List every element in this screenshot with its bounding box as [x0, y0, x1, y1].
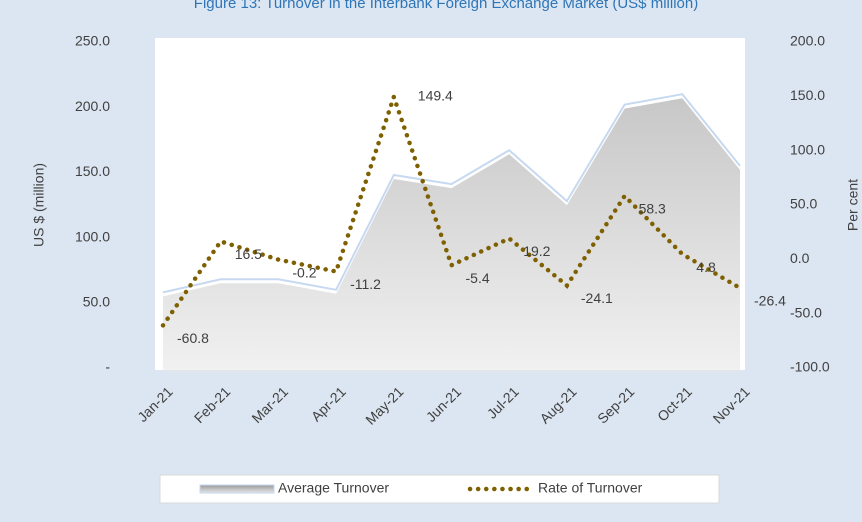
data-label: 58.3 — [639, 201, 666, 217]
y-tick-label: 150.0 — [75, 163, 110, 179]
y2-tick-label: 0.0 — [790, 250, 810, 266]
y2-tick-label: 200.0 — [790, 33, 825, 49]
data-label: -26.4 — [754, 293, 786, 309]
legend-swatch — [199, 484, 275, 494]
data-label: -24.1 — [581, 290, 613, 306]
data-label: 16.5 — [235, 246, 262, 262]
data-label: 149.4 — [418, 88, 453, 104]
line — [162, 93, 741, 294]
data-label: -5.4 — [466, 270, 490, 286]
legend-label: Rate of Turnover — [538, 480, 643, 496]
y-axis-label: US $ (million) — [31, 163, 47, 247]
y2-tick-label: -100.0 — [790, 359, 830, 375]
y2-axis-label: Per cent — [845, 179, 861, 231]
data-label: -11.2 — [350, 276, 381, 292]
chart-title: Figure 13: Turnover in the Interbank For… — [194, 0, 698, 12]
area — [163, 98, 740, 372]
legend-label: Average Turnover — [278, 480, 389, 496]
line — [160, 89, 743, 328]
y-tick-label: 250.0 — [75, 33, 110, 49]
y2-tick-label: 100.0 — [790, 141, 825, 157]
data-label: -60.8 — [177, 330, 209, 346]
y2-tick-label: -50.0 — [790, 304, 822, 320]
data-label: 19.2 — [523, 243, 550, 259]
y2-tick-label: 150.0 — [790, 87, 825, 103]
data-label: 4.8 — [696, 259, 716, 275]
y2-tick-label: 50.0 — [790, 196, 817, 212]
y-tick-label: 50.0 — [83, 294, 110, 310]
y-tick-label: 200.0 — [75, 98, 110, 114]
data-label: -0.2 — [292, 264, 316, 280]
y-tick-label: - — [105, 359, 110, 375]
y-tick-label: 100.0 — [75, 228, 110, 244]
